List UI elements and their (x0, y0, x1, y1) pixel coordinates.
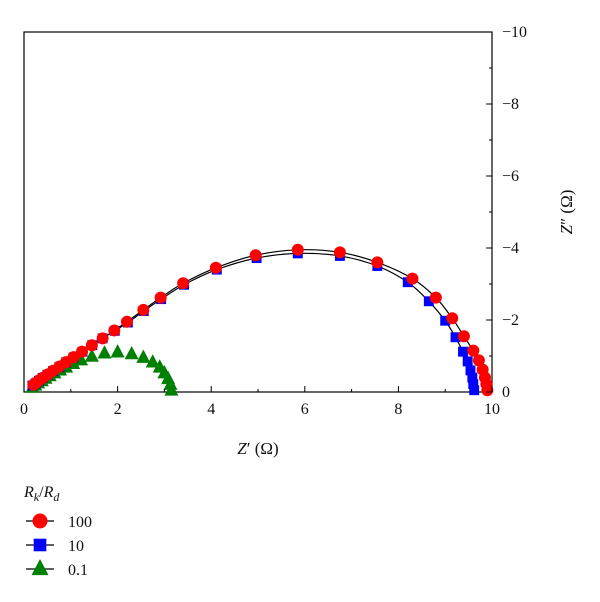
point-square (458, 346, 468, 357)
point-circle (137, 303, 150, 316)
point-circle (209, 261, 222, 274)
y-tick-label: −4 (502, 240, 519, 257)
fit-lines (32, 249, 488, 391)
legend-entry-label: 10 (68, 538, 84, 555)
point-circle (333, 246, 346, 259)
y-axis-ticks: 0 −2 −4 −6 −8 −10 (486, 24, 527, 401)
legend-marker-triangle (31, 558, 49, 576)
point-triangle (84, 348, 99, 362)
plot-frame (23, 31, 493, 393)
point-square (440, 315, 451, 326)
point-triangle (136, 349, 151, 363)
point-circle (446, 312, 459, 325)
point-circle (154, 291, 167, 304)
y-tick-label: −2 (502, 312, 519, 329)
y-tick-label: −8 (502, 96, 519, 113)
fit-line-100 (32, 249, 488, 391)
point-circle (406, 272, 419, 285)
point-circle (85, 339, 98, 352)
point-square (465, 365, 476, 376)
legend-marker-circle (32, 513, 48, 529)
x-tick-label: 0 (20, 401, 28, 418)
point-square (468, 379, 479, 390)
point-square (462, 356, 473, 367)
y-axis-title: Z″ (Ω) (557, 190, 576, 235)
legend-entry-label: 0.1 (68, 562, 88, 579)
point-square (469, 385, 480, 396)
point-triangle (164, 382, 179, 396)
point-circle (429, 291, 442, 304)
y-tick-label: 0 (502, 384, 510, 401)
point-triangle (97, 345, 112, 359)
point-circle (472, 354, 485, 367)
point-triangle (110, 344, 125, 358)
y-tick-label: −6 (502, 168, 519, 185)
point-circle (457, 330, 470, 343)
point-circle (76, 345, 89, 358)
point-circle (249, 249, 262, 262)
x-tick-label: 2 (114, 401, 122, 418)
legend-marker-square (33, 538, 47, 552)
data-markers (25, 243, 494, 397)
x-tick-label: 8 (394, 401, 402, 418)
point-circle (177, 277, 190, 290)
x-axis-title: Z′ (Ω) (237, 439, 278, 458)
x-tick-label: 10 (484, 401, 500, 418)
point-square (450, 332, 461, 343)
legend-title: Rk/Rd (23, 484, 60, 504)
x-axis-ticks: 0 2 4 6 8 10 (20, 386, 500, 418)
point-triangle (124, 345, 139, 360)
point-circle (467, 344, 480, 357)
fit-line-10 (32, 252, 475, 391)
point-circle (371, 256, 384, 269)
point-circle (291, 243, 304, 256)
y-tick-label: −10 (502, 24, 527, 41)
legend-entry-label: 100 (68, 514, 92, 531)
point-triangle (145, 354, 160, 368)
point-triangle (163, 376, 178, 390)
x-tick-label: 4 (207, 401, 215, 418)
legend: Rk/Rd 100 10 0.1 (23, 484, 92, 579)
point-circle (108, 324, 121, 337)
point-square (467, 372, 478, 383)
point-circle (481, 384, 494, 397)
x-tick-label: 6 (301, 401, 309, 418)
point-square (423, 296, 434, 307)
point-circle (120, 315, 133, 328)
point-circle (96, 332, 109, 345)
